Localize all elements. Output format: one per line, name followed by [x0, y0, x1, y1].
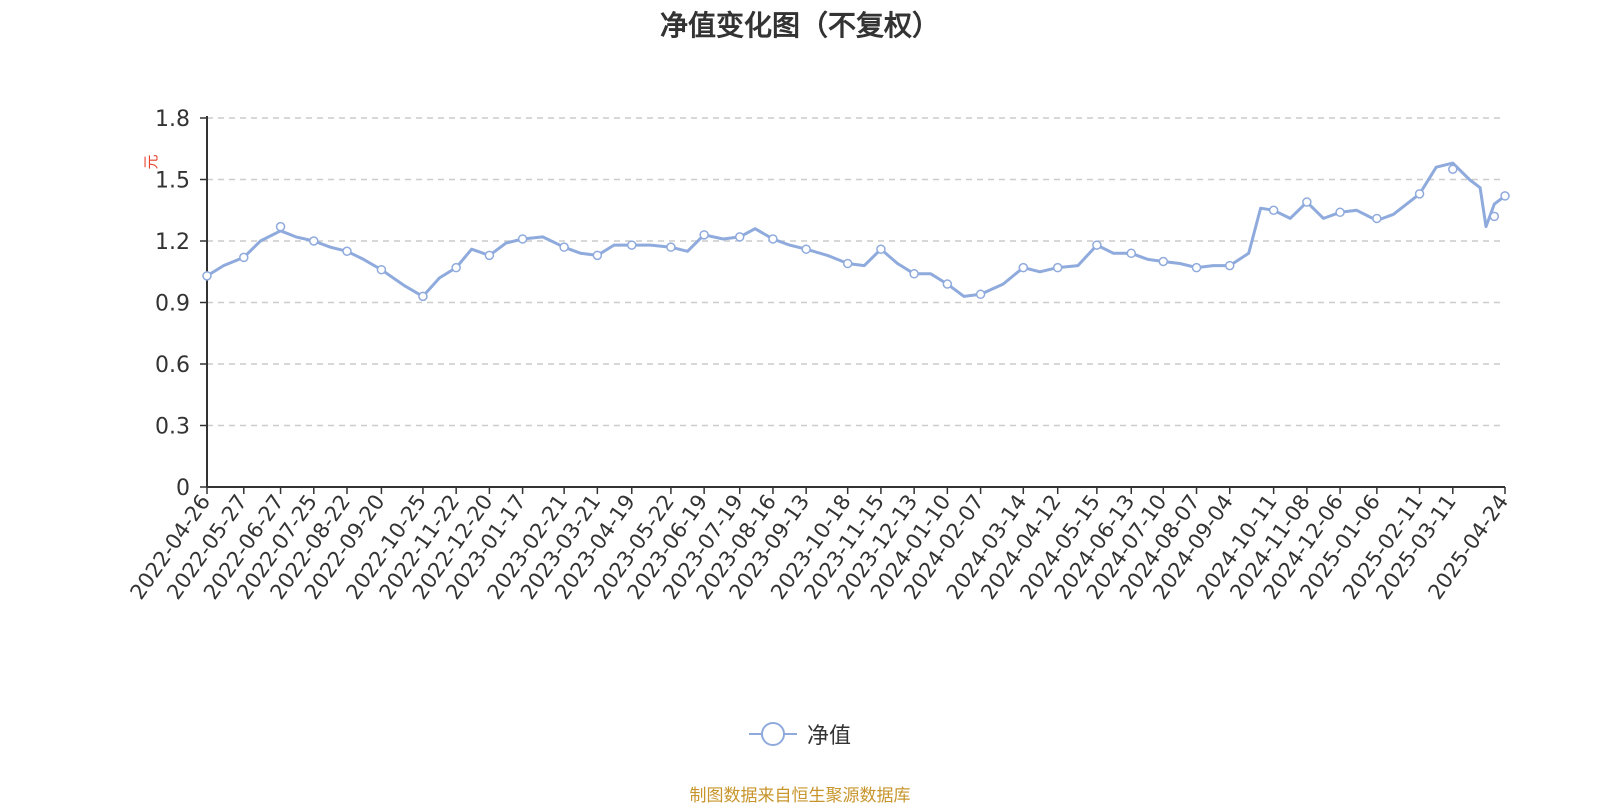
data-point	[768, 234, 778, 244]
y-axis-ticks: 0 0.3 0.6 0.9 1.2 1.5 1.8	[155, 107, 207, 501]
data-point	[1126, 248, 1137, 259]
data-point	[1018, 262, 1029, 273]
data-point	[975, 289, 986, 300]
axes	[206, 116, 1505, 488]
data-point	[1268, 205, 1279, 215]
series-layer	[206, 161, 1506, 298]
series-line	[206, 161, 1506, 298]
data-point	[342, 246, 352, 256]
y-tick-label: 0.3	[155, 415, 190, 440]
data-point	[1489, 211, 1500, 222]
data-point	[309, 236, 319, 246]
legend-label: 净值	[806, 724, 851, 749]
data-point	[559, 242, 569, 252]
data-point	[627, 240, 637, 250]
data-point	[1335, 207, 1345, 218]
data-point	[1191, 262, 1202, 273]
y-tick-label: 1.8	[155, 107, 190, 132]
data-point	[1052, 262, 1063, 273]
data-point	[1448, 164, 1458, 174]
data-point	[239, 252, 249, 263]
y-axis-title: 元	[142, 154, 160, 169]
series-markers	[202, 164, 1510, 302]
data-point	[592, 250, 603, 261]
y-tick-label: 1.5	[155, 169, 190, 194]
legend[interactable]: 净值	[0, 718, 1600, 750]
y-tick-label: 0.6	[155, 353, 190, 378]
data-source-note: 制图数据来自恒生聚源数据库	[689, 786, 911, 806]
y-tick-label: 0.9	[155, 292, 190, 317]
data-point	[202, 271, 212, 281]
data-point	[876, 244, 886, 254]
data-point	[666, 242, 676, 252]
data-point	[1158, 256, 1169, 267]
data-point	[1500, 191, 1510, 201]
legend-marker-icon	[748, 722, 797, 746]
data-point	[699, 230, 709, 240]
data-point	[1224, 260, 1235, 271]
data-point	[1414, 189, 1425, 199]
data-point	[1372, 213, 1382, 224]
data-point	[801, 244, 811, 254]
data-point	[909, 269, 919, 279]
data-point	[484, 250, 495, 261]
data-point	[517, 234, 528, 244]
data-point	[418, 291, 428, 302]
data-point	[1302, 197, 1312, 207]
y-tick-label: 1.2	[155, 230, 190, 255]
x-axis-ticks: 2022-04-262022-05-272022-06-272022-07-25…	[125, 487, 1513, 604]
data-point	[1092, 240, 1102, 250]
data-point	[942, 279, 953, 289]
grid-lines	[207, 117, 1505, 427]
y-tick-label: 0	[176, 476, 190, 501]
data-point	[451, 262, 461, 273]
data-point	[376, 264, 387, 275]
chart-title: 净值变化图（不复权）	[659, 9, 940, 42]
data-point	[734, 232, 745, 242]
data-point	[842, 258, 853, 269]
data-point	[275, 221, 286, 232]
